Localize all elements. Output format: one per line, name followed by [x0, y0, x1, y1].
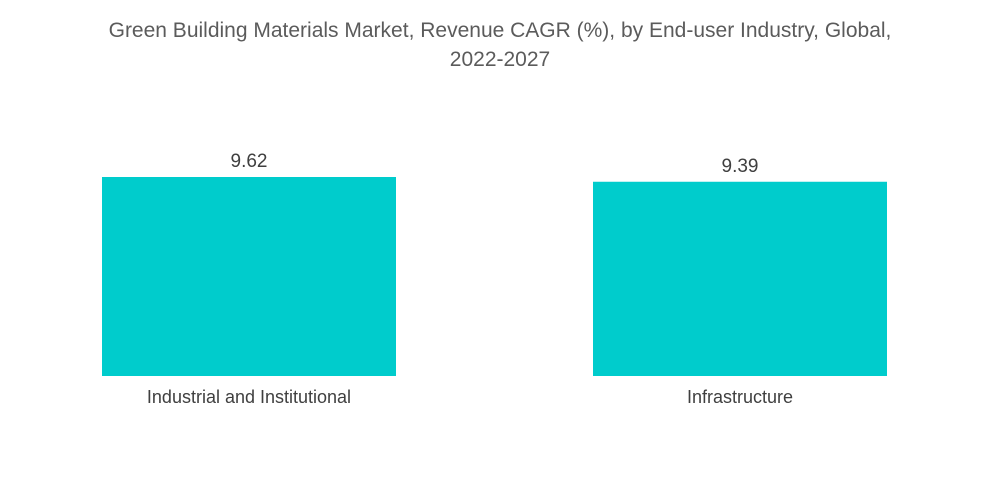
bar-value-label-2: 9.39	[722, 156, 759, 177]
value-labels-group: 9.62 9.39	[231, 151, 759, 177]
chart-title-line-2: 2022-2027	[449, 48, 551, 71]
chart-title: Green Building Materials Market, Revenue…	[40, 16, 960, 74]
bar-value-label-1: 9.62	[231, 151, 268, 172]
bar-2	[593, 181, 887, 376]
category-label-1: Industrial and Institutional	[147, 387, 351, 407]
bars-group	[102, 177, 887, 376]
bar-1	[102, 177, 396, 376]
chart-title-line-1: Green Building Materials Market, Revenue…	[108, 19, 892, 42]
category-labels-group: Industrial and Institutional Infrastructu…	[147, 387, 793, 407]
category-label-2: Infrastructure	[687, 387, 793, 407]
